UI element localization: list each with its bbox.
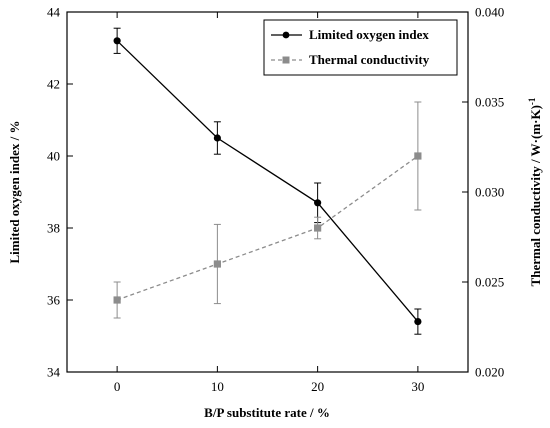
legend-box bbox=[263, 19, 458, 76]
y-left-tick-label: 38 bbox=[47, 221, 60, 236]
y-left-tick-label: 42 bbox=[47, 77, 60, 92]
legend: Limited oxygen index Thermal conductivit… bbox=[263, 19, 458, 76]
y-axis-right-title: Thermal conductivity / W·(m·K)-1 bbox=[527, 97, 543, 286]
y-left-tick-label: 34 bbox=[47, 365, 61, 380]
y-axis-left-title: Limited oxygen index / % bbox=[7, 120, 22, 263]
x-tick-label: 20 bbox=[311, 379, 324, 394]
data-point bbox=[414, 318, 422, 326]
data-point bbox=[314, 199, 322, 207]
y-right-tick-label: 0.035 bbox=[475, 95, 504, 110]
data-point bbox=[113, 37, 121, 45]
legend-label-lim: Limited oxygen index bbox=[309, 27, 429, 42]
x-axis-title: B/P substitute rate / % bbox=[204, 405, 330, 420]
data-point bbox=[213, 134, 221, 142]
data-point bbox=[213, 260, 221, 268]
y-left-tick-label: 44 bbox=[47, 5, 61, 20]
y-axis-right-title-main: Thermal conductivity / W·(m·K) bbox=[528, 105, 543, 286]
y-left-tick-label: 36 bbox=[47, 293, 61, 308]
data-point bbox=[414, 152, 422, 160]
legend-label-thermal: Thermal conductivity bbox=[309, 52, 430, 67]
series-layer bbox=[113, 27, 422, 335]
x-tick-label: 10 bbox=[211, 379, 224, 394]
y-right-tick-label: 0.040 bbox=[475, 5, 504, 20]
series-line bbox=[116, 40, 419, 323]
series-1 bbox=[113, 101, 422, 319]
legend-marker-thermal bbox=[282, 56, 290, 64]
series-line bbox=[116, 155, 419, 301]
legend-marker-lim bbox=[282, 31, 290, 39]
y-right-tick-label: 0.020 bbox=[475, 365, 504, 380]
y-axis-right-title-sup: -1 bbox=[527, 97, 537, 105]
y-right-tick-label: 0.025 bbox=[475, 275, 504, 290]
y-left-tick-label: 40 bbox=[47, 149, 60, 164]
x-tick-label: 0 bbox=[114, 379, 121, 394]
y-right-tick-label: 0.030 bbox=[475, 185, 504, 200]
data-point bbox=[314, 224, 322, 232]
x-tick-label: 30 bbox=[411, 379, 424, 394]
series-0 bbox=[113, 27, 422, 335]
axis-layer: 0 10 20 30 34 36 38 40 42 44 0.020 0.025 0.030 0.035 0… bbox=[47, 5, 504, 395]
data-point bbox=[113, 296, 121, 304]
